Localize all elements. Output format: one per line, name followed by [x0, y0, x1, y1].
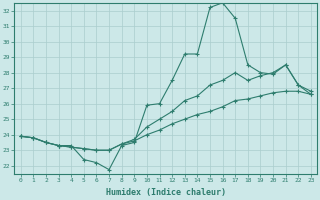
- X-axis label: Humidex (Indice chaleur): Humidex (Indice chaleur): [106, 188, 226, 197]
